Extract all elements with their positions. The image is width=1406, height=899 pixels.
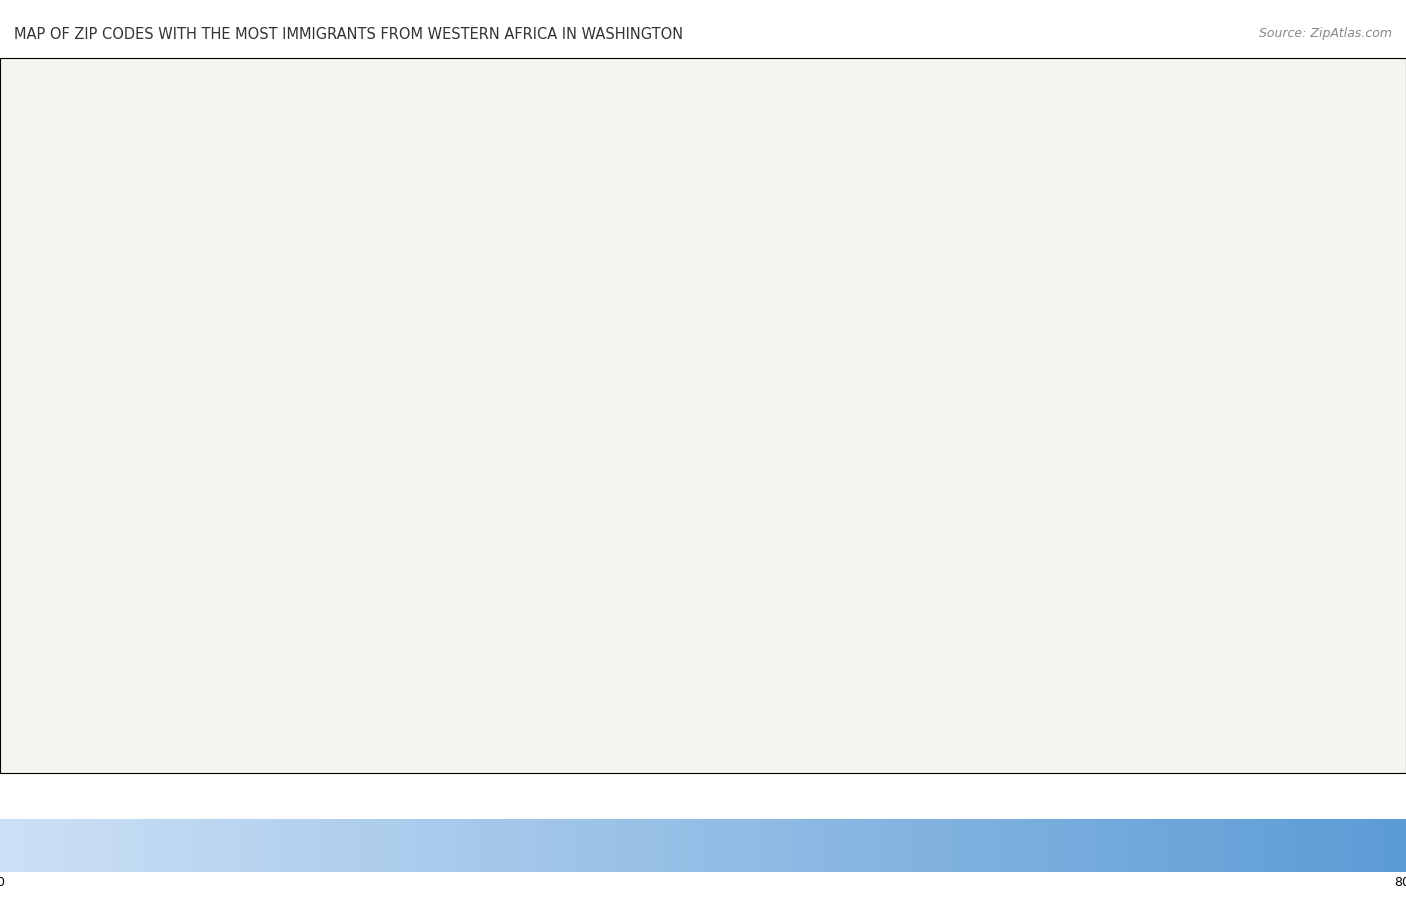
Text: Source: ZipAtlas.com: Source: ZipAtlas.com [1258, 27, 1392, 40]
Text: MAP OF ZIP CODES WITH THE MOST IMMIGRANTS FROM WESTERN AFRICA IN WASHINGTON: MAP OF ZIP CODES WITH THE MOST IMMIGRANT… [14, 27, 683, 42]
